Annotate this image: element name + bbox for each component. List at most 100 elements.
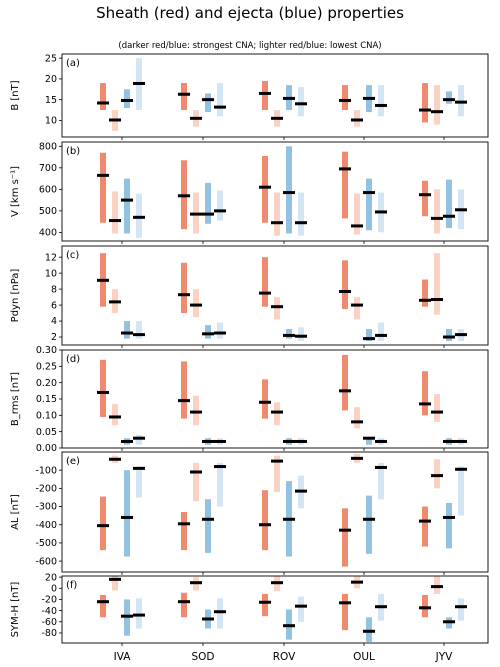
median-marker-sheath-strong xyxy=(339,98,351,102)
median-marker-sheath-strong xyxy=(178,293,190,297)
range-bar-sheath-weak xyxy=(274,297,280,320)
range-bar-sheath-strong xyxy=(100,83,106,111)
y-tick-label: 0.10 xyxy=(36,411,57,422)
median-marker-ejecta-weak xyxy=(375,333,387,337)
median-marker-sheath-weak xyxy=(431,110,443,114)
y-tick-label: -60 xyxy=(41,617,57,628)
figure-subtitle: (darker red/blue: strongest CNA; lighter… xyxy=(118,41,382,51)
y-tick-label: -40 xyxy=(41,606,57,617)
y-axis-label: B [nT] xyxy=(10,80,21,110)
median-marker-sheath-strong xyxy=(97,600,109,604)
median-marker-sheath-weak xyxy=(190,116,202,120)
range-bar-ejecta-weak xyxy=(136,466,142,498)
median-marker-sheath-weak xyxy=(109,457,121,461)
y-tick-label: -500 xyxy=(35,538,57,549)
median-marker-ejecta-strong xyxy=(443,515,455,519)
range-bar-sheath-weak xyxy=(434,85,440,125)
range-bar-sheath-strong xyxy=(181,262,187,314)
range-bar-sheath-strong xyxy=(262,80,268,111)
range-bar-ejecta-weak xyxy=(217,83,223,117)
range-bar-sheath-weak xyxy=(354,193,360,235)
median-marker-ejecta-strong xyxy=(363,191,375,195)
median-marker-ejecta-strong xyxy=(121,198,133,202)
median-marker-ejecta-weak xyxy=(375,439,387,443)
median-marker-ejecta-strong xyxy=(283,439,295,443)
median-marker-sheath-weak xyxy=(431,585,443,589)
median-marker-sheath-weak xyxy=(190,470,202,474)
y-tick-label: 12 xyxy=(45,252,57,263)
range-bar-ejecta-weak xyxy=(217,190,223,221)
y-tick-label: 20 xyxy=(45,572,57,583)
range-bar-sheath-strong xyxy=(262,155,268,223)
median-marker-sheath-strong xyxy=(339,389,351,393)
median-marker-sheath-strong xyxy=(178,399,190,403)
median-marker-ejecta-strong xyxy=(202,332,214,336)
median-marker-ejecta-weak xyxy=(295,221,307,225)
median-marker-ejecta-strong xyxy=(283,517,295,521)
y-tick-label: 10 xyxy=(45,116,57,127)
y-axis-label: SYM-H [nT] xyxy=(10,582,21,638)
median-marker-ejecta-strong xyxy=(202,517,214,521)
range-bar-ejecta-weak xyxy=(136,193,142,238)
y-tick-label: 600 xyxy=(39,185,57,196)
median-marker-sheath-weak xyxy=(109,219,121,223)
y-tick-label: 700 xyxy=(39,163,57,174)
median-marker-ejecta-strong xyxy=(363,436,375,440)
range-bar-sheath-weak xyxy=(434,576,440,594)
range-bar-sheath-strong xyxy=(100,594,106,618)
median-marker-ejecta-weak xyxy=(133,466,145,470)
median-marker-ejecta-weak xyxy=(133,333,145,337)
median-marker-ejecta-strong xyxy=(121,331,133,335)
range-bar-ejecta-strong xyxy=(446,329,452,342)
median-marker-sheath-strong xyxy=(259,291,271,295)
y-tick-label: 0.05 xyxy=(36,427,57,438)
range-bar-sheath-strong xyxy=(342,354,348,411)
range-bar-sheath-strong xyxy=(422,180,428,217)
median-marker-ejecta-weak xyxy=(375,605,387,609)
median-marker-ejecta-weak xyxy=(375,465,387,469)
range-bar-sheath-weak xyxy=(434,459,440,489)
median-marker-ejecta-weak xyxy=(295,334,307,338)
median-marker-sheath-strong xyxy=(97,101,109,105)
y-tick-label: 20 xyxy=(45,74,57,85)
y-tick-label: 0.30 xyxy=(36,345,57,356)
range-bar-ejecta-strong xyxy=(205,182,211,224)
median-marker-ejecta-weak xyxy=(455,467,467,471)
range-bar-ejecta-weak xyxy=(136,598,142,629)
median-marker-ejecta-strong xyxy=(121,515,133,519)
median-marker-ejecta-strong xyxy=(363,629,375,633)
y-axis-label: V [km s⁻¹] xyxy=(10,166,21,217)
panel-5: -100 -200 -300 -400 -500 -600 AL [nT] (e) xyxy=(10,451,489,575)
panel-label: (e) xyxy=(66,456,80,467)
range-bar-ejecta-strong xyxy=(124,89,130,108)
median-marker-sheath-strong xyxy=(259,600,271,604)
range-bar-sheath-strong xyxy=(100,359,106,417)
median-marker-sheath-weak xyxy=(271,116,283,120)
median-marker-sheath-weak xyxy=(271,305,283,309)
range-bar-ejecta-weak xyxy=(298,596,304,622)
panel-frame xyxy=(61,245,489,346)
x-tick-label: SOD xyxy=(191,651,214,663)
range-bar-sheath-weak xyxy=(193,289,199,318)
median-marker-ejecta-weak xyxy=(455,333,467,337)
median-marker-sheath-weak xyxy=(351,303,363,307)
range-bar-sheath-weak xyxy=(112,191,118,234)
range-bar-sheath-strong xyxy=(262,593,268,617)
range-bar-ejecta-weak xyxy=(217,462,223,507)
median-marker-sheath-strong xyxy=(259,400,271,404)
range-bar-ejecta-strong xyxy=(366,438,372,445)
range-bar-sheath-strong xyxy=(342,508,348,567)
median-marker-sheath-strong xyxy=(419,108,431,112)
median-marker-sheath-strong xyxy=(178,522,190,526)
panel-frame xyxy=(61,349,489,449)
range-bar-sheath-weak xyxy=(354,297,360,320)
median-marker-sheath-strong xyxy=(339,601,351,605)
range-bar-sheath-strong xyxy=(422,83,428,123)
y-axis-label: B_rms [nT] xyxy=(10,372,21,426)
median-marker-sheath-weak xyxy=(109,577,121,581)
median-marker-ejecta-weak xyxy=(295,102,307,106)
range-bar-ejecta-weak xyxy=(298,327,304,342)
y-tick-label: 25 xyxy=(45,53,57,64)
median-marker-ejecta-weak xyxy=(214,105,226,109)
